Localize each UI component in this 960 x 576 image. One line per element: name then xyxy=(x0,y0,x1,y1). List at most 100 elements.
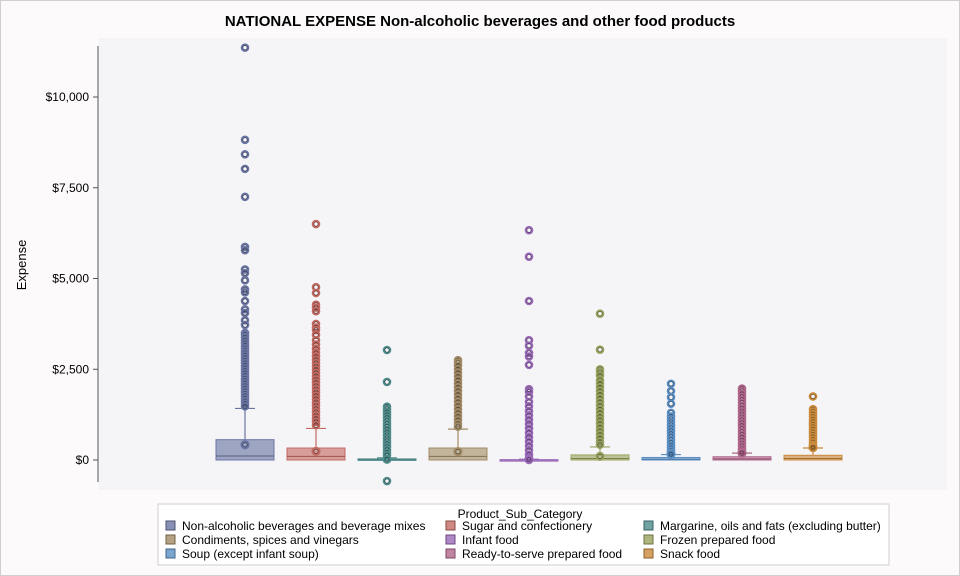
legend-label: Non-alcoholic beverages and beverage mix… xyxy=(182,519,425,533)
outlier-point xyxy=(524,406,534,416)
outlier-point xyxy=(240,192,250,202)
box-8 xyxy=(712,384,772,461)
outlier-point-core xyxy=(384,478,390,484)
legend-swatch xyxy=(445,548,456,559)
outlier-point xyxy=(240,164,250,174)
outlier-point-core xyxy=(242,310,248,316)
legend-swatch xyxy=(445,534,456,545)
mean-marker xyxy=(808,443,818,453)
outlier-point-core xyxy=(810,393,816,400)
box-6 xyxy=(570,309,630,461)
legend-label: Snack food xyxy=(660,547,720,561)
outlier-point xyxy=(240,305,250,314)
legend-title: Product_Sub_Category xyxy=(458,507,583,521)
outlier-point xyxy=(524,252,534,262)
y-tick-label: $2,500 xyxy=(52,362,89,376)
outlier-point xyxy=(524,296,534,306)
box-1 xyxy=(215,43,275,461)
mean-marker-core xyxy=(313,448,319,454)
outlier-point-core xyxy=(526,227,532,233)
outlier-point xyxy=(311,303,321,312)
y-tick-label: $10,000 xyxy=(46,90,90,104)
outlier-point xyxy=(666,399,676,409)
legend-label: Condiments, spices and vinegars xyxy=(182,533,359,547)
mean-marker-core xyxy=(810,445,816,451)
outlier-point-core xyxy=(242,403,248,409)
outlier-point xyxy=(240,43,250,52)
outlier-point xyxy=(382,476,392,486)
outlier-point-core xyxy=(384,379,390,385)
outlier-point-core xyxy=(313,346,319,352)
outlier-point xyxy=(524,450,534,459)
mean-marker-core xyxy=(242,442,248,448)
outlier-point-core xyxy=(668,401,674,407)
outlier-point xyxy=(311,340,321,349)
legend-frame xyxy=(157,503,890,566)
outlier-point xyxy=(524,432,534,442)
outlier-point xyxy=(453,419,463,429)
outlier-point-core xyxy=(242,151,248,157)
outlier-point xyxy=(524,348,534,358)
outlier-point xyxy=(382,377,392,387)
legend-label: Margarine, oils and fats (excluding butt… xyxy=(660,519,881,533)
outlier-point xyxy=(524,401,534,411)
outlier-point xyxy=(524,225,534,235)
outlier-point-core xyxy=(313,422,319,428)
outlier-point xyxy=(524,387,534,397)
outlier-point-core xyxy=(597,311,603,317)
y-axis-label: Expense xyxy=(14,240,29,291)
legend-label: Ready-to-serve prepared food xyxy=(462,547,622,561)
box-4 xyxy=(428,355,488,461)
legend-label: Soup (except infant soup) xyxy=(182,547,319,561)
outlier-point-core xyxy=(313,290,319,296)
mean-marker xyxy=(453,447,463,457)
mean-marker xyxy=(311,446,321,456)
mean-marker xyxy=(524,455,534,465)
outlier-point xyxy=(240,285,250,294)
y-tick-label: $5,000 xyxy=(52,272,89,286)
outlier-point-core xyxy=(242,322,248,328)
outlier-point xyxy=(240,242,250,252)
outlier-point xyxy=(524,445,534,455)
outlier-point xyxy=(382,450,392,460)
outlier-point xyxy=(595,345,605,354)
outlier-point-core xyxy=(242,137,248,143)
outlier-point-core xyxy=(526,254,532,260)
outlier-point-core xyxy=(242,45,248,51)
mean-marker-core xyxy=(455,449,461,455)
outlier-point xyxy=(524,415,534,425)
outlier-point xyxy=(311,325,321,335)
y-tick-label: $0 xyxy=(76,453,90,467)
outlier-point xyxy=(595,367,605,377)
outlier-point-core xyxy=(384,347,390,353)
outlier-point-core xyxy=(242,277,248,283)
box-3 xyxy=(357,345,417,486)
outlier-point-core xyxy=(526,343,532,349)
outlier-point-core xyxy=(242,166,248,172)
outlier-point-core xyxy=(597,347,603,353)
outlier-point xyxy=(240,135,250,145)
outlier-point xyxy=(808,392,818,401)
outlier-point xyxy=(524,360,534,370)
outlier-point xyxy=(240,265,250,274)
mean-marker xyxy=(595,451,605,461)
legend-swatch xyxy=(165,520,176,531)
outlier-point-core xyxy=(526,362,532,368)
outlier-point xyxy=(524,428,534,438)
outlier-point xyxy=(240,276,250,285)
outlier-point xyxy=(595,440,605,450)
plot-area xyxy=(98,38,947,490)
legend-swatch xyxy=(643,520,654,531)
outlier-point xyxy=(240,150,250,159)
outlier-point xyxy=(595,437,605,447)
mean-marker xyxy=(240,440,250,450)
legend-swatch xyxy=(643,534,654,545)
outlier-point-core xyxy=(242,289,248,295)
outlier-point-core xyxy=(242,194,248,200)
outlier-point xyxy=(240,401,250,411)
outlier-point xyxy=(382,345,392,355)
outlier-point-core xyxy=(597,442,603,448)
outlier-point xyxy=(240,245,250,255)
outlier-point xyxy=(311,306,321,316)
